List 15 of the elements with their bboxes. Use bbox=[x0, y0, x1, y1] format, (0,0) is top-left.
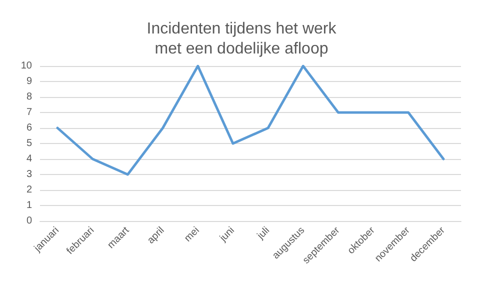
chart-title: Incidenten tijdens het werk met een dodelijke afloop bbox=[146, 20, 338, 58]
y-tick-label: 6 bbox=[26, 122, 32, 134]
y-tick-label: 7 bbox=[26, 107, 32, 118]
y-tick-label: 0 bbox=[26, 216, 32, 226]
y-tick-label: 4 bbox=[26, 154, 32, 164]
y-tick-label: 1 bbox=[26, 200, 32, 211]
y-tick-label: 5 bbox=[26, 138, 32, 149]
y-tick-label: 9 bbox=[26, 76, 32, 87]
y-tick-label: 2 bbox=[26, 184, 32, 196]
y-tick-label: 10 bbox=[20, 60, 32, 72]
y-tick-label: 3 bbox=[26, 169, 32, 180]
line-series bbox=[56, 64, 445, 176]
x-tick-label: mei bbox=[182, 225, 202, 244]
y-tick-label: 8 bbox=[26, 92, 32, 102]
x-tick-label: juli bbox=[254, 225, 272, 242]
